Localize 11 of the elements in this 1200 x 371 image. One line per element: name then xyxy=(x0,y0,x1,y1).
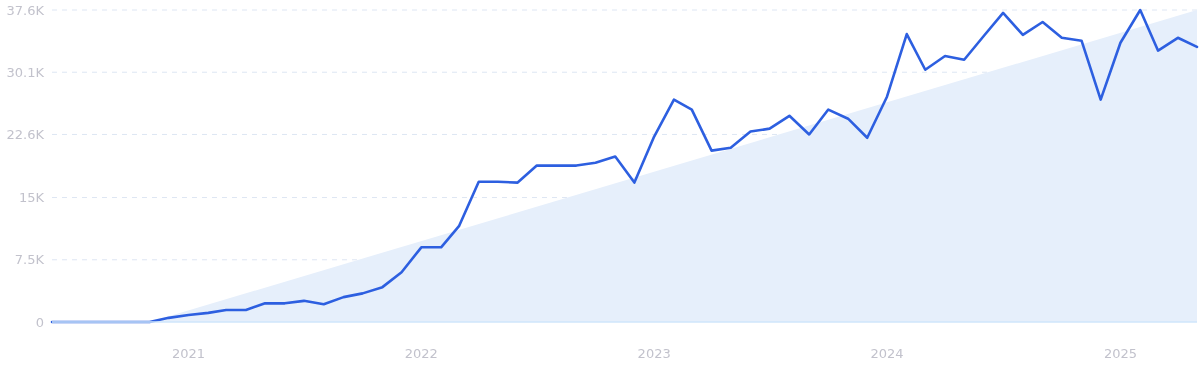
x-tick-label: 2021 xyxy=(171,346,206,361)
y-tick-label: 7.5K xyxy=(14,252,45,268)
x-tick-label: 2023 xyxy=(637,346,671,361)
y-tick-label: 0 xyxy=(35,314,44,330)
x-tick-label: 2024 xyxy=(870,346,904,361)
x-tick-label: 2025 xyxy=(1103,346,1137,361)
y-tick-label: 15K xyxy=(18,190,45,206)
y-tick-label: 37.6K xyxy=(6,2,45,18)
y-tick-label: 30.1K xyxy=(6,64,45,80)
x-tick-label: 2022 xyxy=(404,346,438,361)
y-tick-label: 22.6K xyxy=(6,127,45,143)
